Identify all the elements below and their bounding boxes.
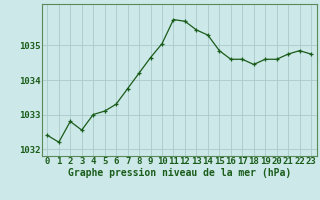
X-axis label: Graphe pression niveau de la mer (hPa): Graphe pression niveau de la mer (hPa) [68,168,291,178]
